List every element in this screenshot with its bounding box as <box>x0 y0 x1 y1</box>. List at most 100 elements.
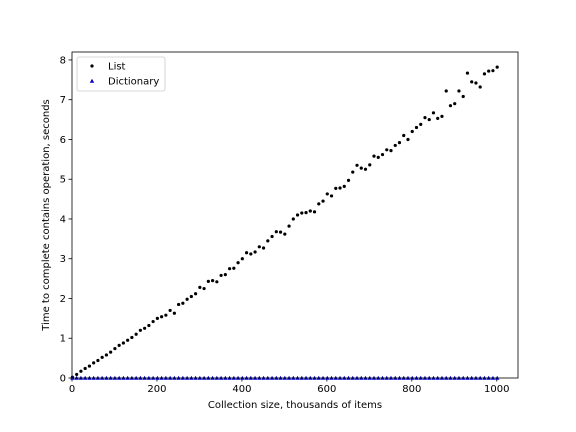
axes-frame <box>71 51 519 379</box>
list-point <box>338 186 342 190</box>
list-point <box>474 81 478 85</box>
list-point <box>138 328 142 332</box>
list-point <box>376 155 380 159</box>
list-point <box>368 163 372 167</box>
list-point <box>402 133 406 138</box>
list-point <box>482 72 487 76</box>
list-point <box>380 152 385 157</box>
list-point <box>219 273 223 278</box>
list-point <box>96 358 100 363</box>
list-point <box>495 65 499 69</box>
list-point <box>436 116 440 120</box>
list-point <box>419 122 423 126</box>
list-point <box>321 199 325 203</box>
y-axis-label: Time to complete contains operation, sec… <box>41 99 52 332</box>
list-point <box>92 361 96 365</box>
list-point <box>227 267 232 271</box>
list-point <box>177 302 181 307</box>
list-point <box>270 234 274 239</box>
list-point <box>100 355 104 359</box>
list-point <box>244 251 249 255</box>
legend-marker-list <box>90 64 94 68</box>
axis-ticks: 0 200 400 600 800 1000 0 1 2 3 4 5 6 7 8 <box>60 55 510 395</box>
list-point <box>117 343 121 347</box>
list-point <box>113 346 117 351</box>
list-point <box>215 280 219 284</box>
list-point <box>210 278 215 283</box>
list-point <box>240 257 244 261</box>
x-tick-label: 0 <box>69 384 75 395</box>
list-point <box>287 224 291 228</box>
list-point <box>151 319 155 324</box>
list-point <box>79 369 83 373</box>
legend-marker-dictionary <box>89 78 95 83</box>
y-tick-label: 8 <box>60 55 66 66</box>
legend-label-dictionary: Dictionary <box>108 77 159 88</box>
list-point <box>487 69 491 73</box>
list-point <box>232 266 236 270</box>
list-point <box>346 178 351 183</box>
y-tick-label: 1 <box>60 334 66 345</box>
list-point <box>312 210 317 214</box>
legend: List Dictionary <box>76 56 166 92</box>
legend-items: List Dictionary <box>89 62 159 88</box>
list-point <box>304 211 308 215</box>
list-point <box>291 217 295 221</box>
legend-label-list: List <box>108 62 126 73</box>
list-point <box>266 239 270 243</box>
list-point <box>185 297 189 301</box>
list-point <box>147 323 151 328</box>
list-point <box>160 315 164 319</box>
list-point <box>155 316 159 320</box>
list-point <box>470 80 474 84</box>
list-point <box>372 154 376 158</box>
list-point <box>126 338 130 342</box>
list-point <box>448 104 453 108</box>
list-point <box>198 285 202 289</box>
list-point <box>202 286 206 291</box>
y-tick-label: 3 <box>60 254 66 265</box>
list-point <box>461 94 465 99</box>
legend-box <box>76 56 166 92</box>
list-point <box>440 114 444 119</box>
list-point <box>236 261 240 265</box>
list-point <box>168 308 172 313</box>
list-point <box>121 341 125 345</box>
list-point <box>406 137 410 142</box>
list-point <box>317 202 321 206</box>
list-point <box>491 69 495 73</box>
list-point <box>194 292 198 296</box>
y-tick-label: 5 <box>60 175 66 186</box>
list-point <box>389 148 393 153</box>
list-point <box>393 143 397 148</box>
list-point <box>478 85 482 89</box>
list-point <box>465 71 470 75</box>
list-point <box>351 170 355 174</box>
list-point <box>109 350 113 354</box>
y-tick-label: 0 <box>60 374 66 385</box>
list-point <box>329 194 334 198</box>
y-tick-label: 4 <box>60 214 66 225</box>
list-point <box>83 366 87 371</box>
list-point <box>257 245 261 249</box>
list-point <box>181 301 185 305</box>
list-point <box>295 213 300 217</box>
list-point <box>431 111 436 115</box>
list-point <box>385 148 389 152</box>
list-point <box>457 89 461 93</box>
list-point <box>274 230 278 234</box>
list-point <box>334 186 338 190</box>
list-point <box>249 252 253 256</box>
list-point <box>189 294 193 299</box>
list-point <box>414 125 419 130</box>
y-tick-label: 2 <box>60 294 66 305</box>
list-point <box>300 211 304 215</box>
series-list <box>70 65 499 379</box>
x-tick-label: 800 <box>402 384 421 395</box>
list-point <box>453 102 457 106</box>
list-point <box>397 141 402 145</box>
list-point <box>75 372 79 377</box>
list-point <box>283 232 287 236</box>
list-point <box>423 115 427 120</box>
